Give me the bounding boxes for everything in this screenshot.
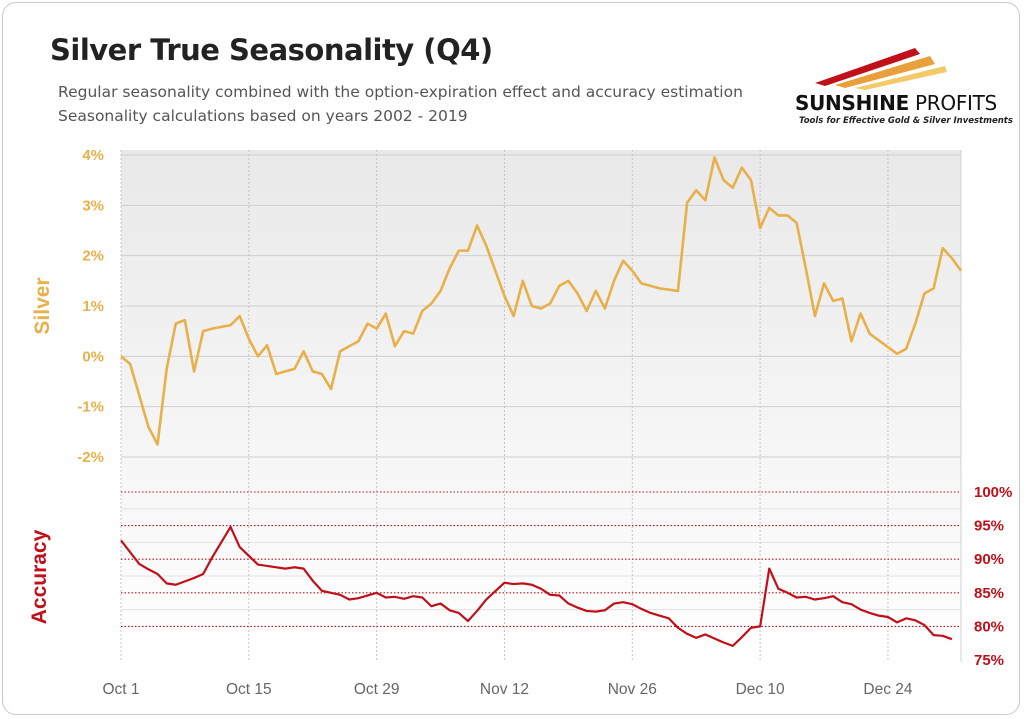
silver-series-line: [120, 156, 963, 446]
accuracy-tick-label: 90%: [974, 551, 1004, 568]
chart-title: Silver True Seasonality (Q4): [50, 33, 493, 67]
accuracy-series-line: [120, 525, 953, 647]
accuracy-axis-label: Accuracy: [28, 529, 51, 624]
x-tick-label: Dec 10: [736, 681, 785, 698]
accuracy-tick-label: 75%: [974, 652, 1004, 669]
silver-tick-label: 0%: [82, 348, 104, 365]
chart-subtitle-years: Seasonality calculations based on years …: [58, 107, 468, 125]
chart-subtitle: Regular seasonality combined with the op…: [58, 83, 743, 101]
silver-tick-label: 2%: [82, 248, 104, 265]
silver-y-ticks: 4% 3% 2% 1% 0% -1% -2%: [77, 147, 104, 466]
plot-background: [121, 150, 961, 662]
logo-name-bold: SUNSHINE: [795, 91, 909, 115]
silver-tick-label: 3%: [82, 197, 104, 214]
accuracy-grid-lines: [121, 491, 961, 627]
logo-wordmark: SUNSHINE PROFITS: [795, 91, 997, 115]
x-tick-label: Oct 29: [354, 681, 400, 698]
x-tick-label: Oct 15: [226, 681, 272, 698]
silver-tick-label: 4%: [82, 147, 104, 164]
accuracy-tick-label: 95%: [974, 518, 1004, 535]
grid-lines: [120, 150, 962, 662]
logo-swoosh-icon: [815, 48, 947, 90]
x-tick-label: Oct 1: [102, 681, 139, 698]
x-tick-label: Nov 26: [608, 681, 657, 698]
logo-name-light: PROFITS: [908, 91, 997, 115]
silver-tick-label: 1%: [82, 298, 104, 315]
x-tick-label: Nov 12: [480, 681, 529, 698]
silver-tick-label: -1%: [77, 399, 104, 416]
x-tick-label: Dec 24: [863, 681, 912, 698]
accuracy-tick-label: 100%: [974, 484, 1012, 501]
logo-tagline: Tools for Effective Gold & Silver Invest…: [799, 116, 1013, 126]
accuracy-tick-label: 80%: [974, 618, 1004, 635]
x-axis-ticks: Oct 1 Oct 15 Oct 29 Nov 12 Nov 26 Dec 10 Dec 2…: [102, 681, 912, 698]
silver-axis-label: Silver: [31, 277, 54, 334]
accuracy-y-ticks: 100% 95% 90% 85% 80% 75%: [974, 484, 1012, 669]
silver-tick-label: -2%: [77, 449, 104, 466]
accuracy-tick-label: 85%: [974, 585, 1004, 602]
sunshine-profits-logo: SUNSHINE PROFITS Tools for Effective Gol…: [795, 38, 1013, 138]
